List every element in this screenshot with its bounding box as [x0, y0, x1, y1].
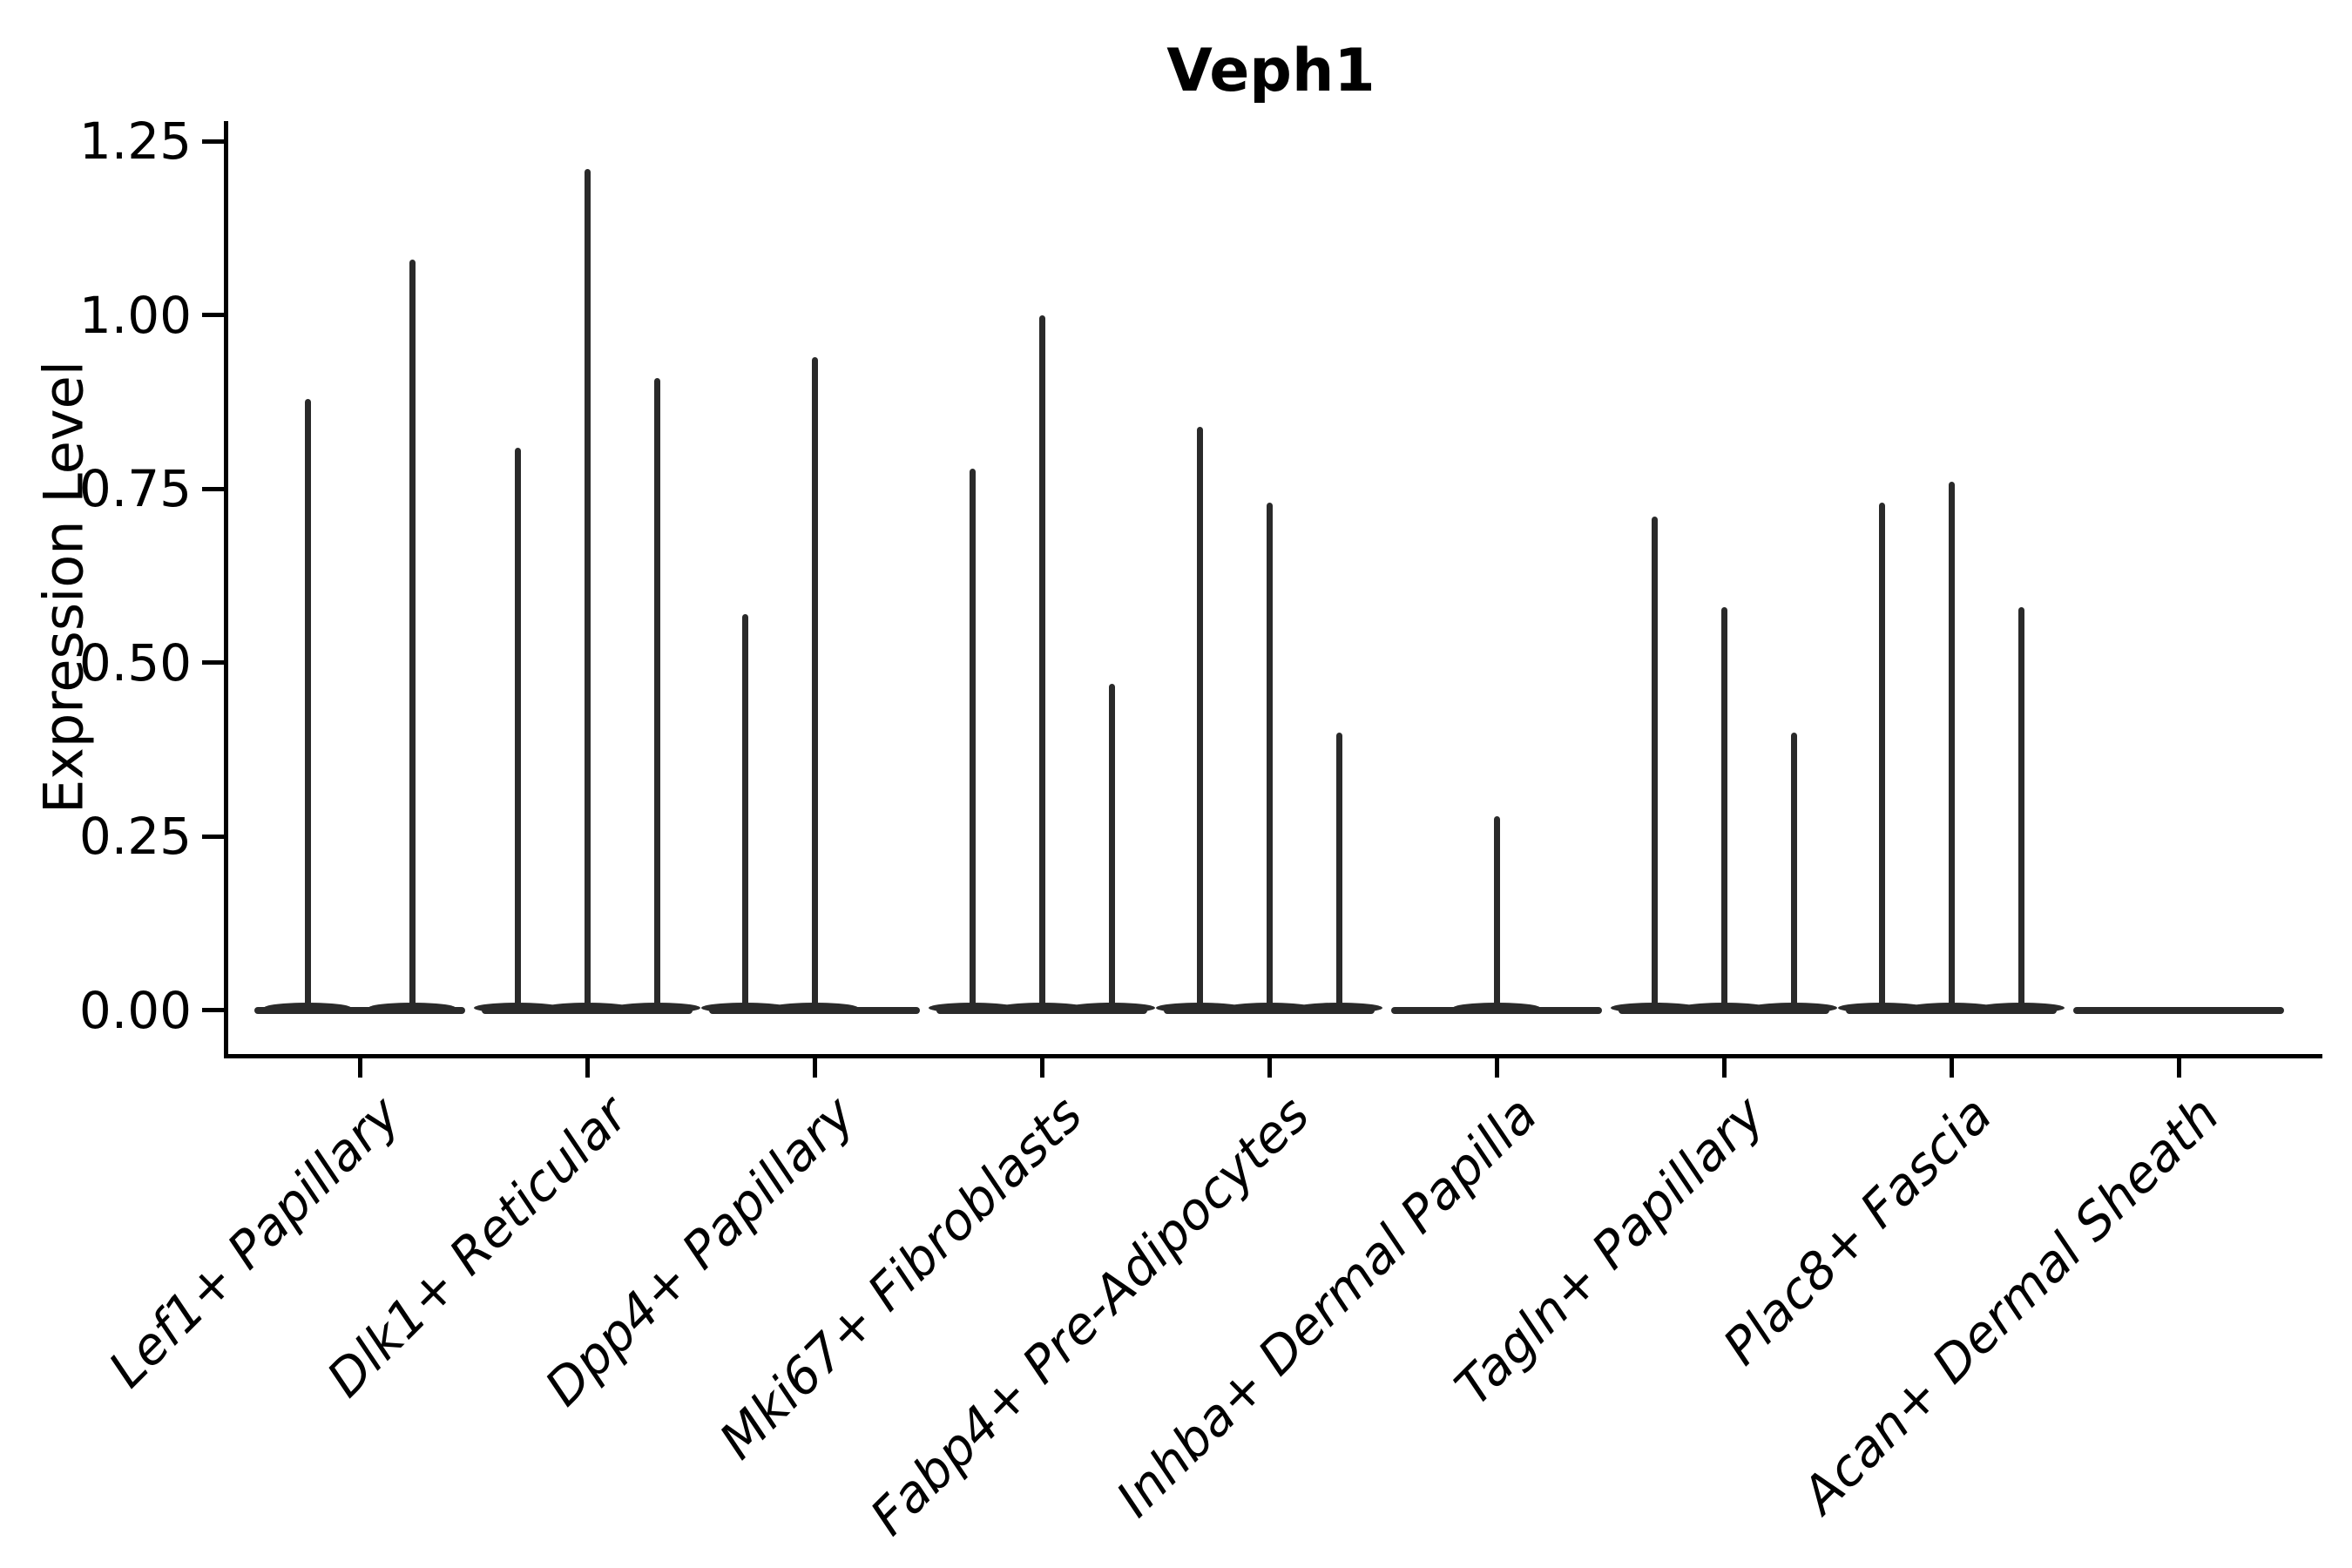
x-tick-mark: [1267, 1056, 1272, 1078]
y-tick-mark: [202, 1008, 224, 1013]
y-axis-label: Expression Level: [31, 361, 96, 814]
x-tick-mark: [2176, 1056, 2181, 1078]
violin-spike: [1108, 683, 1115, 1014]
x-tick-mark: [357, 1056, 362, 1078]
violin-spike: [1335, 732, 1342, 1014]
violin-spike: [1720, 607, 1727, 1014]
y-tick-mark: [202, 139, 224, 144]
violin-spike: [1493, 815, 1500, 1014]
x-tick-label: Fabp4+ Pre-Adipocytes: [859, 1085, 1321, 1547]
violin-spike: [1790, 732, 1797, 1014]
x-tick-label: Inhba+ Dermal Papilla: [1105, 1085, 1549, 1529]
violin-spike: [811, 356, 818, 1014]
violin-spike: [514, 447, 521, 1014]
y-tick-mark: [202, 834, 224, 839]
violin-spike: [304, 398, 311, 1014]
plot-title: Veph1: [1166, 37, 1375, 105]
y-tick-label: 0.75: [78, 459, 192, 519]
y-tick-mark: [202, 660, 224, 666]
y-tick-label: 1.25: [78, 112, 192, 172]
y-tick-label: 0.00: [78, 980, 192, 1040]
violin-spike: [1038, 314, 1045, 1014]
plot-area: [224, 121, 2322, 1058]
x-tick-mark: [1721, 1056, 1727, 1078]
x-tick-mark: [1039, 1056, 1044, 1078]
violin-spike: [969, 468, 976, 1014]
x-tick-label: Acan+ Dermal Sheath: [1790, 1085, 2231, 1525]
violin-spike: [584, 169, 591, 1014]
x-tick-mark: [1949, 1056, 1954, 1078]
violin-spike: [1948, 482, 1955, 1014]
x-tick-mark: [812, 1056, 817, 1078]
y-tick-label: 0.25: [78, 807, 192, 867]
x-tick-mark: [585, 1056, 590, 1078]
violin-baseline: [2073, 1006, 2284, 1014]
x-tick-mark: [1494, 1056, 1499, 1078]
violin-spike: [653, 377, 660, 1014]
violin-spike: [409, 260, 416, 1014]
y-tick-label: 0.50: [78, 632, 192, 693]
violin-spike: [1266, 503, 1273, 1014]
y-tick-mark: [202, 313, 224, 318]
y-tick-label: 1.00: [78, 285, 192, 345]
violin-spike: [741, 614, 748, 1014]
violin-baseline: [254, 1006, 465, 1014]
violin-spike: [1651, 517, 1658, 1014]
y-tick-mark: [202, 486, 224, 491]
violin-spike: [2017, 607, 2024, 1014]
violin-spike: [1878, 503, 1885, 1014]
violin-spike: [1196, 426, 1203, 1014]
